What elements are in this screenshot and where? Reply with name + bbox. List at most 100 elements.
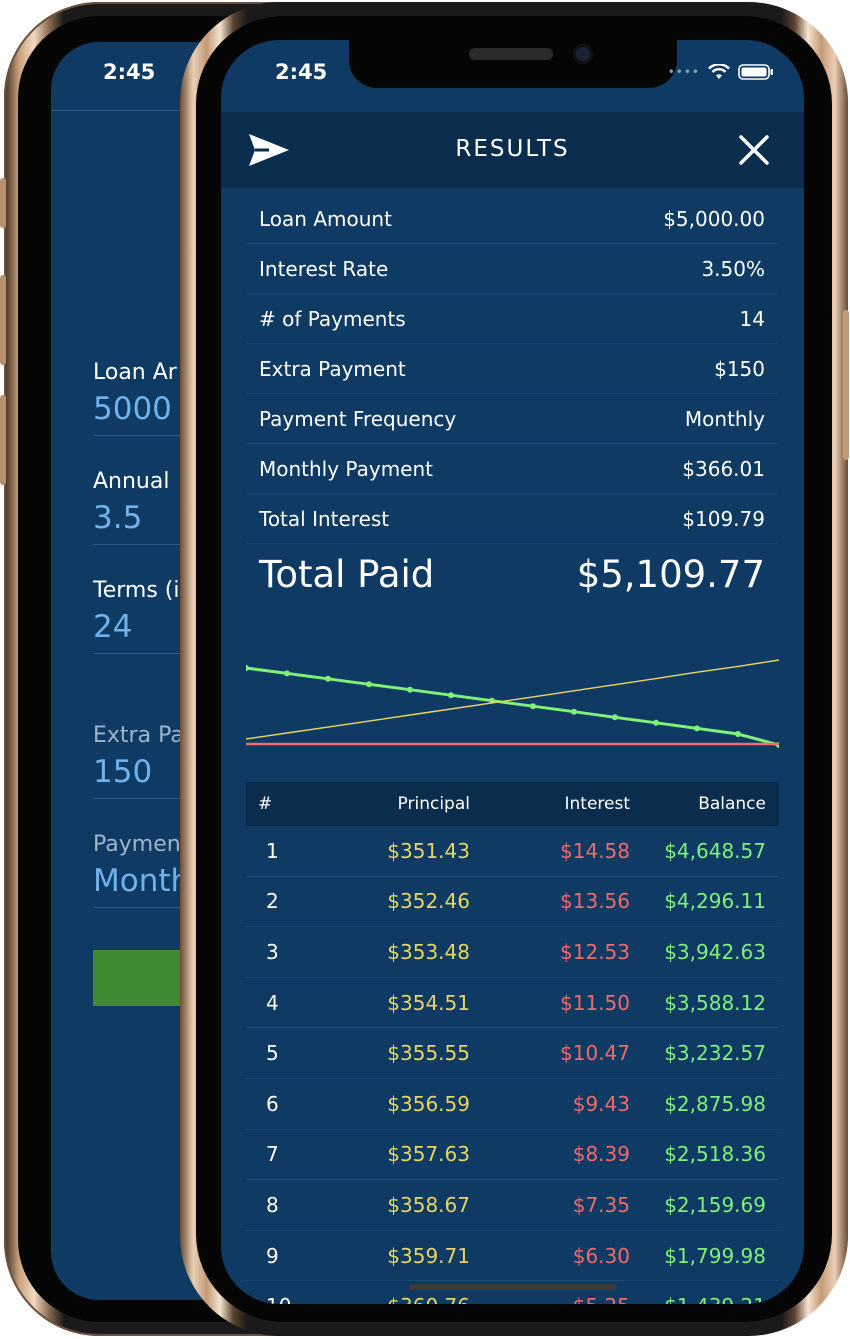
row-principal: $351.43: [387, 838, 470, 863]
back-field-label: Loan Ar: [93, 360, 177, 385]
chart-series-line-0: [246, 666, 779, 747]
row-interest: $12.53: [560, 939, 630, 964]
row-balance: $4,296.11: [664, 889, 766, 914]
row-balance: $1,439.21: [630, 1294, 766, 1304]
column-header-interest: Interest: [564, 794, 630, 814]
row-number: 3: [266, 939, 279, 964]
row-balance: $4,648.57: [664, 838, 766, 863]
row-interest: $10.47: [560, 1041, 630, 1066]
summary-label: Payment Frequency: [259, 406, 457, 431]
summary-row-payments: # of Payments 14: [247, 294, 777, 344]
row-principal: $353.48: [387, 939, 470, 964]
speaker-grille: [469, 48, 553, 60]
row-number: 9: [266, 1243, 279, 1268]
back-status-time: 2:45: [103, 60, 156, 84]
back-mute-switch: [0, 178, 6, 228]
chart-point: [653, 719, 659, 726]
chart-point: [284, 670, 290, 677]
summary-list: Loan Amount $5,000.00 Interest Rate 3.50…: [247, 194, 777, 604]
chart-point: [694, 725, 700, 732]
summary-label: # of Payments: [259, 306, 406, 331]
row-number: 7: [266, 1142, 279, 1167]
row-number: 6: [266, 1091, 279, 1116]
table-row: 10$360.76$5.25$1,439.21: [246, 1281, 779, 1304]
table-row: 7 $357.63 $8.39 $2,518.36: [246, 1130, 779, 1181]
back-field-value[interactable]: 150: [93, 754, 153, 790]
row-principal: $352.46: [387, 889, 470, 914]
back-field-payment-frequency[interactable]: Paymen Month: [93, 832, 481, 908]
row-interest: $6.30: [572, 1243, 630, 1268]
row-balance: $3,942.63: [664, 939, 766, 964]
home-indicator[interactable]: [409, 1284, 617, 1290]
summary-value: 3.50%: [701, 256, 765, 281]
row-number: 5: [266, 1041, 279, 1066]
row-principal: $359.71: [387, 1243, 470, 1268]
row-number: 2: [266, 889, 279, 914]
row-number: 4: [266, 990, 279, 1015]
row-interest: $9.43: [572, 1091, 630, 1116]
row-number: 8: [266, 1192, 279, 1217]
chart-point: [246, 665, 249, 671]
notch: [349, 40, 677, 88]
row-interest: $5.25: [470, 1294, 630, 1304]
summary-row-extra-payment: Extra Payment $150: [247, 344, 777, 394]
row-interest: $14.58: [560, 838, 630, 863]
table-row: 8 $358.67 $7.35 $2,159.69: [246, 1180, 779, 1231]
summary-row-monthly-payment: Monthly Payment $366.01: [247, 444, 777, 494]
total-paid-label: Total Paid: [259, 552, 435, 596]
column-header-balance: Balance: [698, 794, 766, 814]
table-row: 4 $354.51 $11.50 $3,588.12: [246, 978, 779, 1029]
chart-point: [325, 675, 331, 682]
chart-series-line-1: [246, 659, 779, 740]
row-number: 10: [246, 1294, 300, 1304]
column-header-num: #: [258, 794, 273, 814]
row-balance: $2,159.69: [664, 1192, 766, 1217]
back-field-label: Annual: [93, 469, 170, 494]
status-icons: ••••: [668, 64, 774, 80]
back-field-label: Paymen: [93, 832, 181, 857]
row-principal: $358.67: [387, 1192, 470, 1217]
wifi-icon: [708, 64, 730, 79]
summary-label: Total Interest: [259, 506, 390, 531]
signal-icon: ••••: [667, 65, 700, 79]
amortization-chart: [246, 659, 779, 748]
row-balance: $2,875.98: [664, 1091, 766, 1116]
back-field-value[interactable]: 5000: [93, 391, 172, 427]
close-icon[interactable]: [738, 134, 770, 166]
power-button: [843, 310, 849, 460]
table-row: 6 $356.59 $9.43 $2,875.98: [246, 1079, 779, 1130]
summary-value: $109.79: [682, 506, 765, 531]
chart-point: [448, 692, 454, 699]
row-balance: $2,518.36: [664, 1142, 766, 1167]
table-body: 1 $351.43 $14.58 $4,648.57 2 $352.46 $13.56 $4,…: [246, 826, 779, 1304]
table-row: 2 $352.46 $13.56 $4,296.11: [246, 877, 779, 928]
back-field-value[interactable]: 3.5: [93, 500, 143, 536]
chart-point: [612, 714, 618, 721]
row-balance: $1,799.98: [664, 1243, 766, 1268]
back-field-value[interactable]: 24: [93, 609, 133, 645]
table-row: 3 $353.48 $12.53 $3,942.63: [246, 927, 779, 978]
summary-value: $150: [714, 356, 765, 381]
results-header: RESULTS: [221, 112, 804, 188]
back-field-label: Extra Pa: [93, 723, 184, 748]
summary-value: $366.01: [682, 456, 765, 481]
summary-label: Monthly Payment: [259, 456, 433, 481]
status-time: 2:45: [275, 60, 328, 84]
row-balance: $3,232.57: [664, 1041, 766, 1066]
table-row: 1 $351.43 $14.58 $4,648.57: [246, 826, 779, 877]
summary-value: $5,000.00: [663, 206, 765, 231]
page-title: RESULTS: [455, 136, 570, 162]
back-field-loan-amount[interactable]: Loan Ar 5000: [93, 360, 481, 436]
front-phone-frame: 2:45 •••• RESULTS: [180, 2, 848, 1336]
row-interest: $7.35: [572, 1192, 630, 1217]
chart-point: [571, 708, 577, 715]
paper-plane-icon[interactable]: [247, 130, 291, 170]
front-phone-screen: 2:45 •••• RESULTS: [221, 40, 804, 1304]
table-row: 9 $359.71 $6.30 $1,799.98: [246, 1231, 779, 1282]
back-field-value[interactable]: Month: [93, 863, 191, 899]
front-camera: [573, 44, 593, 64]
battery-icon: [738, 64, 773, 80]
summary-row-payment-frequency: Payment Frequency Monthly: [247, 394, 777, 444]
row-principal: $360.76: [300, 1294, 470, 1304]
row-principal: $354.51: [387, 990, 470, 1015]
